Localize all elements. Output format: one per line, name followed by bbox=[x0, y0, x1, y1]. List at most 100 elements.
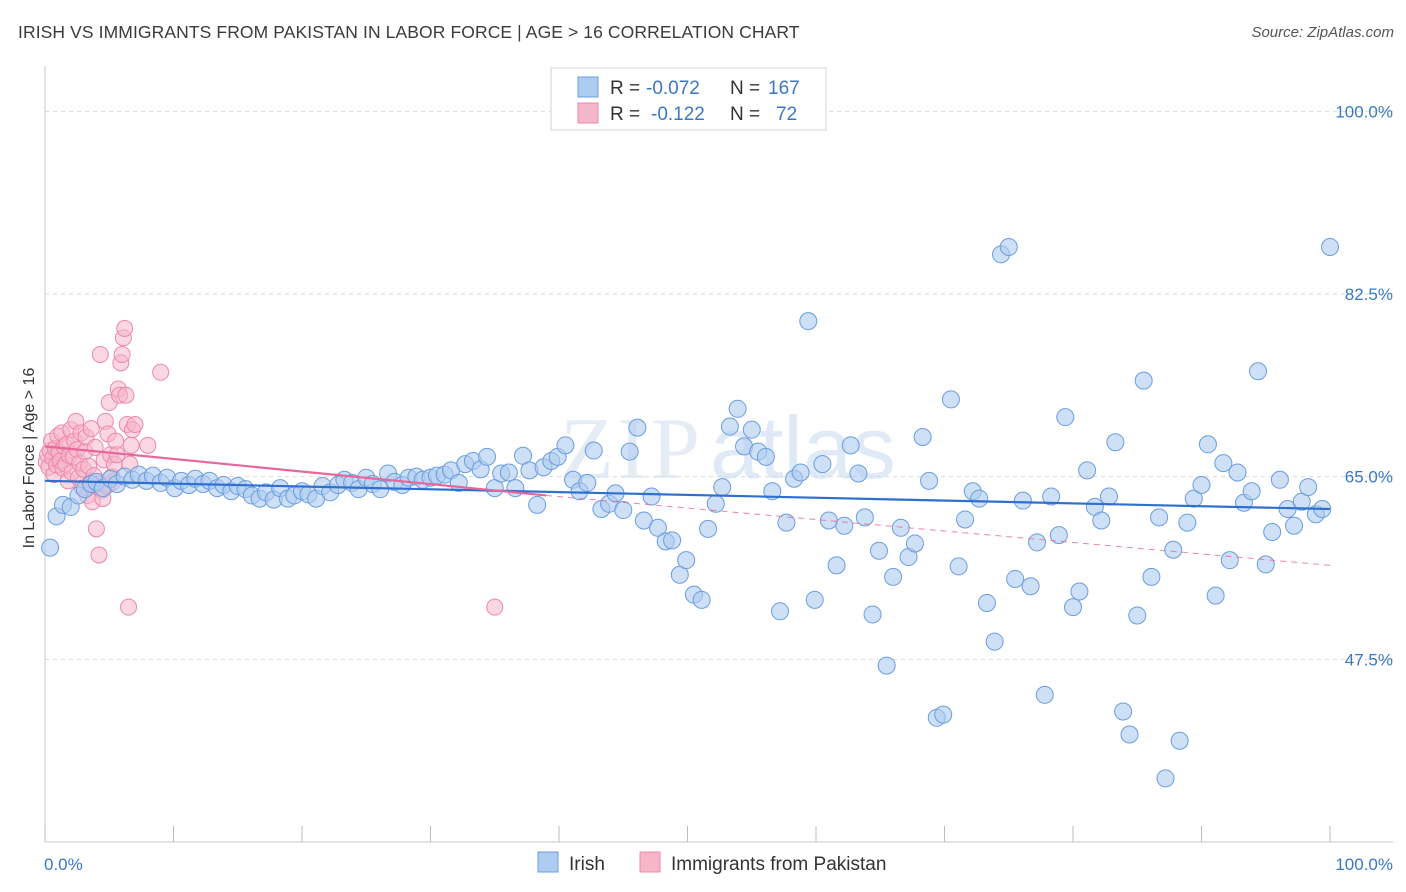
irish-point bbox=[720, 417, 739, 436]
irish-point bbox=[1156, 769, 1175, 788]
irish-point bbox=[771, 602, 790, 621]
legend-swatch-pakistan bbox=[577, 102, 599, 124]
irish-point bbox=[1214, 454, 1233, 473]
irish-point bbox=[999, 238, 1018, 257]
pakistan-point bbox=[152, 363, 170, 381]
irish-point bbox=[620, 442, 639, 461]
legend-n-label-irish: N = bbox=[730, 78, 760, 99]
irish-point bbox=[528, 495, 547, 514]
irish-trend-line bbox=[44, 479, 1331, 511]
trend-lines bbox=[44, 445, 1331, 566]
pakistan-point bbox=[82, 420, 100, 438]
irish-point bbox=[634, 511, 653, 530]
irish-point bbox=[41, 538, 60, 557]
irish-point bbox=[1164, 540, 1183, 559]
tick-labels: 47.5% 65.0% 82.5% 100.0% 0.0% 100.0% bbox=[44, 102, 1393, 874]
irish-point bbox=[1178, 513, 1197, 532]
legend-r-label-irish: R = bbox=[610, 78, 640, 99]
legend-n-label-pakistan: N = bbox=[730, 104, 760, 125]
pakistan-point bbox=[87, 520, 105, 538]
irish-point bbox=[1035, 685, 1054, 704]
irish-point bbox=[1228, 463, 1247, 482]
irish-point bbox=[985, 632, 1004, 651]
irish-point bbox=[478, 447, 497, 466]
irish-point bbox=[692, 590, 711, 609]
irish-point bbox=[1170, 731, 1189, 750]
irish-point bbox=[905, 534, 924, 553]
irish-point bbox=[1285, 516, 1304, 535]
irish-point bbox=[628, 418, 647, 437]
irish-point bbox=[699, 519, 718, 538]
bottom-legend-label-irish: Irish bbox=[569, 854, 605, 875]
legend-n-value-irish: 167 bbox=[768, 78, 800, 99]
irish-point bbox=[1013, 491, 1032, 510]
irish-point bbox=[977, 593, 996, 612]
pakistan-point bbox=[116, 319, 134, 337]
irish-point bbox=[827, 556, 846, 575]
irish-point bbox=[642, 487, 661, 506]
irish-point bbox=[1028, 533, 1047, 552]
irish-point bbox=[614, 501, 633, 520]
irish-point bbox=[913, 427, 932, 446]
irish-point bbox=[1150, 508, 1169, 527]
irish-point bbox=[835, 516, 854, 535]
irish-point bbox=[728, 399, 747, 418]
irish-point bbox=[1249, 362, 1268, 381]
irish-point bbox=[884, 567, 903, 586]
irish-point bbox=[877, 656, 896, 675]
irish-point bbox=[934, 705, 953, 724]
irish-point bbox=[756, 447, 775, 466]
irish-point bbox=[970, 489, 989, 508]
irish-point bbox=[763, 482, 782, 501]
chart-title: IRISH VS IMMIGRANTS FROM PAKISTAN IN LAB… bbox=[18, 22, 800, 42]
pakistan-trend-line bbox=[44, 445, 547, 497]
irish-point bbox=[1242, 482, 1261, 501]
irish-point bbox=[677, 551, 696, 570]
irish-point bbox=[1114, 702, 1133, 721]
irish-point bbox=[1134, 371, 1153, 390]
y-axis-label: In Labor Force | Age > 16 bbox=[21, 368, 38, 549]
pakistan-point bbox=[113, 346, 131, 364]
irish-point bbox=[1299, 478, 1318, 497]
irish-point bbox=[1078, 461, 1097, 480]
irish-point bbox=[949, 557, 968, 576]
irish-point bbox=[869, 541, 888, 560]
pakistan-point bbox=[122, 436, 140, 454]
legend-n-value-pakistan: 72 bbox=[776, 104, 797, 125]
irish-point bbox=[805, 590, 824, 609]
irish-point bbox=[941, 390, 960, 409]
pakistan-point bbox=[139, 436, 157, 454]
irish-point bbox=[1064, 598, 1082, 617]
legend-r-value-irish: -0.072 bbox=[646, 78, 700, 99]
irish-point bbox=[1220, 551, 1239, 570]
irish-point bbox=[1056, 408, 1075, 427]
bottom-legend-label-pakistan: Immigrants from Pakistan bbox=[671, 854, 886, 875]
legend: R = -0.072 N = 167 R = -0.122 N = 72 bbox=[550, 67, 827, 131]
pakistan-point bbox=[120, 598, 138, 616]
irish-point bbox=[1099, 487, 1118, 506]
irish-point bbox=[578, 473, 597, 492]
irish-point bbox=[706, 494, 725, 513]
irish-point bbox=[863, 605, 882, 624]
irish-point bbox=[956, 510, 975, 529]
x-tick-label-1: 100.0% bbox=[1335, 855, 1393, 874]
irish-point bbox=[1206, 586, 1225, 605]
irish-point bbox=[1049, 526, 1068, 545]
legend-swatch-irish bbox=[577, 76, 599, 98]
bottom-legend: Irish Immigrants from Pakistan bbox=[537, 851, 886, 875]
irish-point bbox=[1070, 582, 1089, 601]
y-tick-label-0: 47.5% bbox=[1345, 650, 1393, 669]
irish-point bbox=[584, 441, 603, 460]
irish-point bbox=[1106, 433, 1125, 452]
pakistan-point bbox=[126, 415, 144, 433]
irish-point bbox=[556, 436, 575, 455]
legend-r-label-pakistan: R = bbox=[610, 104, 640, 125]
irish-point bbox=[1256, 555, 1275, 574]
x-tick-label-0: 0.0% bbox=[44, 855, 83, 874]
irish-point bbox=[648, 518, 667, 537]
irish-point bbox=[1142, 567, 1161, 586]
pakistan-point bbox=[91, 346, 109, 364]
y-tick-label-2: 82.5% bbox=[1345, 285, 1393, 304]
irish-point bbox=[841, 436, 860, 455]
